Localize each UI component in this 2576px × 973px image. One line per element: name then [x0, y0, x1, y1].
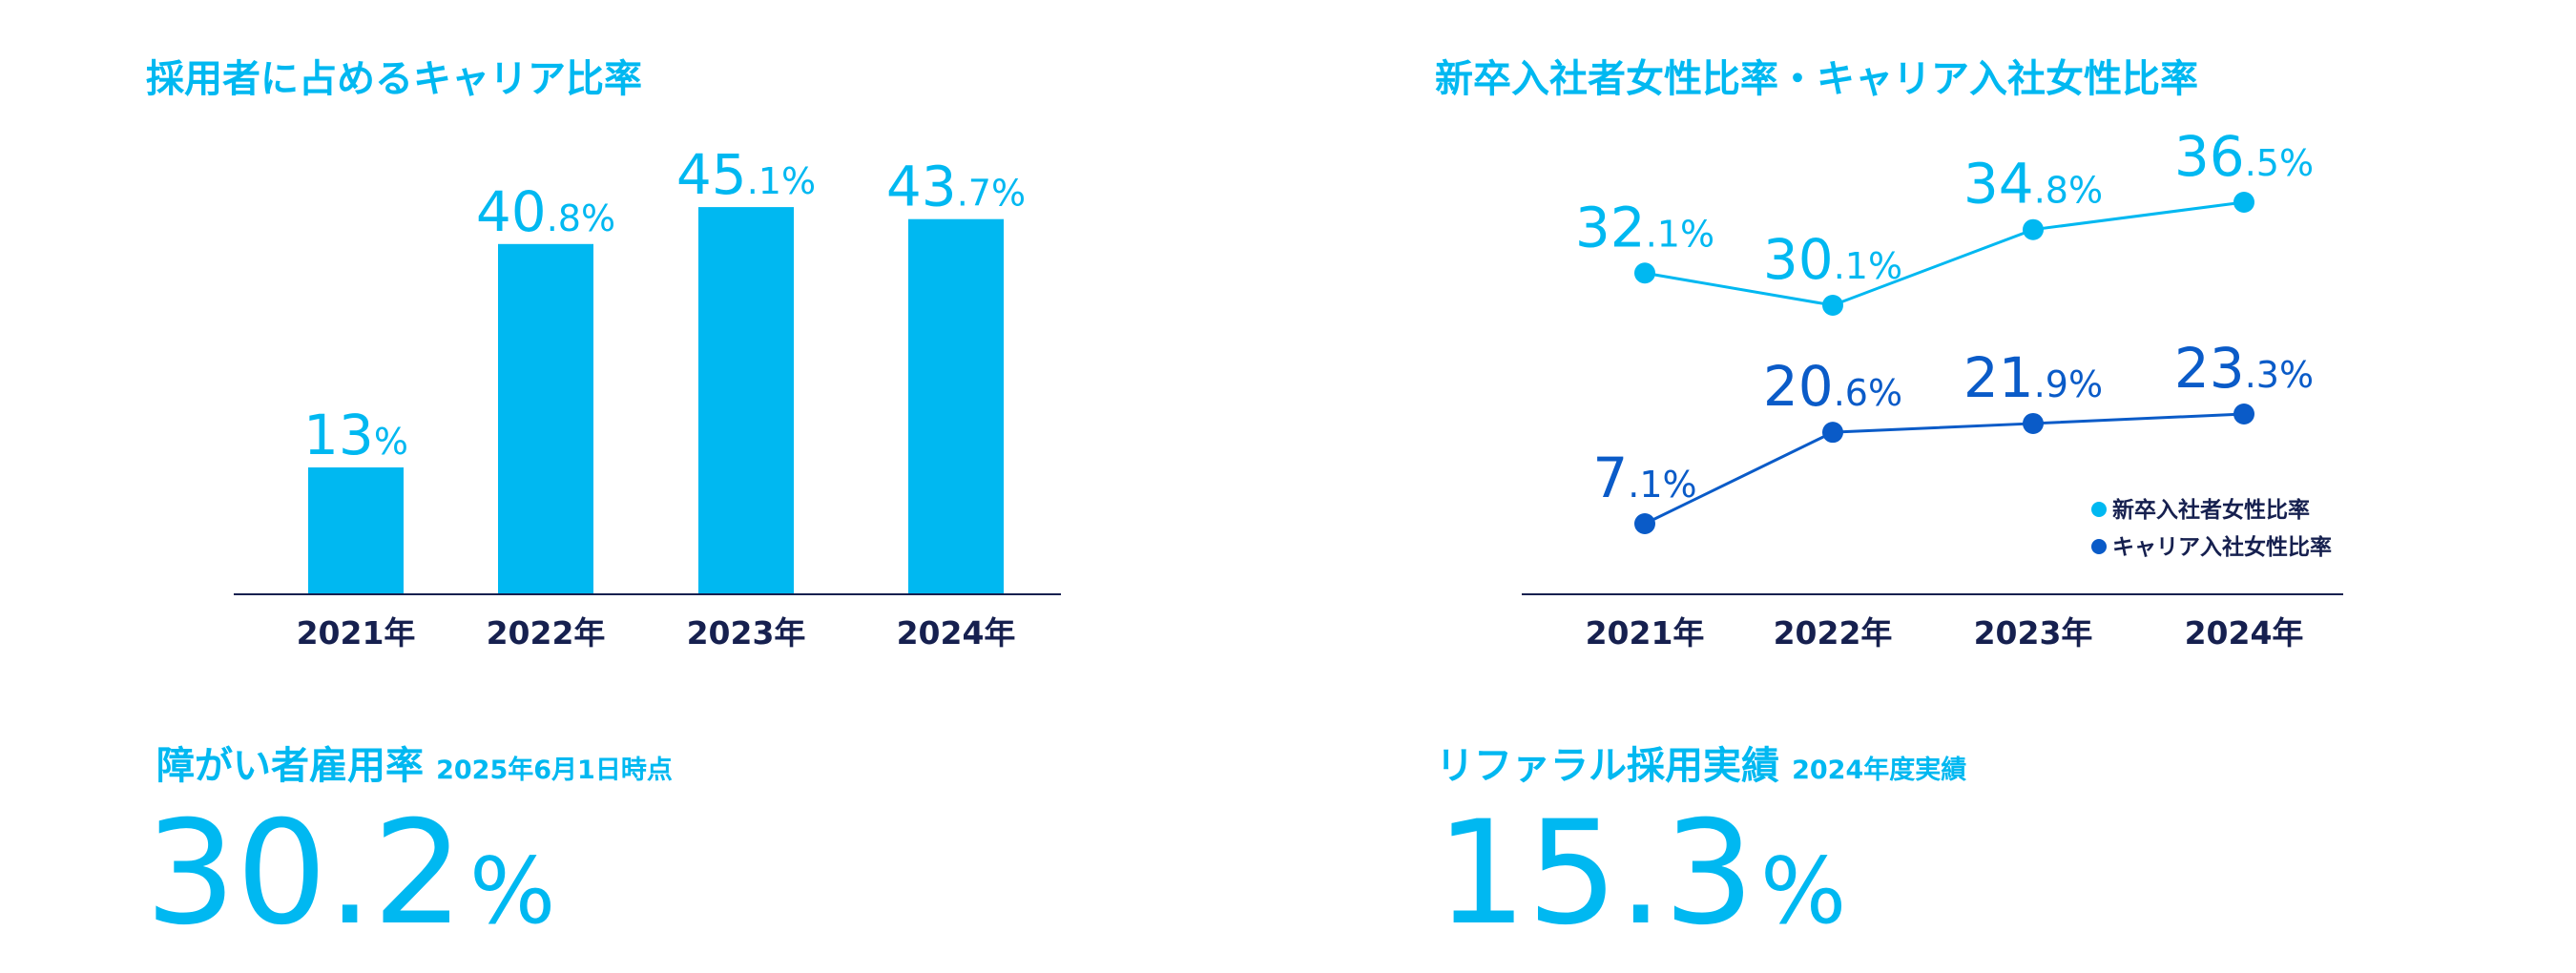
- bar-value-label: 40.8%: [476, 179, 615, 244]
- point-value-label: 30.1%: [1763, 227, 1902, 292]
- point-value-label: 34.8%: [1963, 152, 2103, 217]
- point-value-label: 21.9%: [1963, 345, 2103, 410]
- point-value-label: 23.3%: [2174, 336, 2314, 401]
- data-point: [1634, 513, 1655, 534]
- value-integer: 32: [1575, 195, 1646, 259]
- value-integer: 45: [676, 142, 747, 207]
- x-tick-label: 2021年: [297, 614, 416, 652]
- value-decimal: .1%: [1646, 213, 1714, 255]
- disability-employment-stat: 障がい者雇用率 2025年6月1日時点 30.2%: [145, 744, 673, 957]
- stat-value-text: 15.3%: [1436, 791, 1846, 957]
- value-integer: 20: [1763, 354, 1834, 419]
- legend-label-new-grad: 新卒入社者女性比率: [2112, 497, 2310, 523]
- x-tick-label: 2023年: [687, 614, 806, 652]
- value-integer: 21: [1963, 345, 2034, 410]
- data-point: [2233, 192, 2254, 213]
- value-decimal: .5%: [2245, 142, 2314, 184]
- value-integer: 36: [2174, 124, 2245, 189]
- x-tick-label: 2021年: [1586, 614, 1705, 652]
- stat-note: 2025年6月1日時点: [436, 755, 673, 785]
- data-point: [1822, 295, 1843, 316]
- series-line: [1644, 200, 2245, 307]
- series-line: [1644, 412, 2245, 526]
- x-tick-label: 2023年: [1974, 614, 2093, 652]
- bar-2023年: [698, 207, 794, 594]
- value-integer: 40: [476, 179, 547, 244]
- stat-title: 障がい者雇用率: [156, 744, 424, 788]
- data-point: [2023, 412, 2044, 434]
- stat-value: 15.3: [1436, 791, 1755, 957]
- value-decimal: .7%: [957, 173, 1026, 215]
- value-decimal: .3%: [2245, 354, 2314, 396]
- stat-value: 30.2: [145, 791, 464, 957]
- value-decimal: .8%: [2034, 170, 2103, 212]
- legend-marker-career: [2091, 539, 2107, 554]
- stat-unit: %: [1760, 839, 1846, 944]
- stat-heading: 障がい者雇用率 2025年6月1日時点: [156, 744, 673, 788]
- x-tick-label: 2024年: [2185, 614, 2304, 652]
- bar-2021年: [308, 467, 404, 594]
- legend-label-career: キャリア入社女性比率: [2112, 534, 2332, 560]
- legend-marker-new-grad: [2091, 502, 2107, 517]
- value-decimal: .1%: [1628, 464, 1696, 506]
- career-ratio-bar-chart: 採用者に占めるキャリア比率 13% 40.8% 45.1% 43.7% 2021年 20…: [146, 57, 1061, 652]
- value-integer: 13: [303, 403, 374, 467]
- data-point: [1634, 262, 1655, 284]
- point-value-label: 32.1%: [1575, 195, 1714, 259]
- value-decimal: .8%: [547, 197, 615, 239]
- bar-value-label: 45.1%: [676, 142, 816, 207]
- stat-value-text: 30.2%: [145, 791, 555, 957]
- stat-title: リファラル採用実績: [1436, 744, 1779, 788]
- bar-2024年: [908, 218, 1004, 594]
- female-ratio-line-chart: 新卒入社者女性比率・キャリア入社女性比率 32.1% 30.1%34.8%36.5…: [1435, 57, 2343, 652]
- value-decimal: .1%: [1834, 245, 1902, 287]
- value-decimal: .1%: [747, 160, 816, 202]
- stat-heading: リファラル採用実績 2024年度実績: [1436, 744, 1966, 788]
- bar-value-label: 43.7%: [886, 155, 1026, 219]
- value-integer: 43: [886, 155, 957, 219]
- x-tick-label: 2022年: [487, 614, 606, 652]
- value-integer: 23: [2174, 336, 2245, 401]
- referral-hiring-stat: リファラル採用実績 2024年度実績 15.3%: [1436, 744, 1966, 957]
- value-decimal: .6%: [1834, 372, 1902, 414]
- stat-note: 2024年度実績: [1792, 755, 1966, 785]
- legend: 新卒入社者女性比率 キャリア入社女性比率: [2091, 497, 2332, 560]
- point-value-label: 20.6%: [1763, 354, 1902, 419]
- point-value-label: 36.5%: [2174, 124, 2314, 189]
- data-point: [2233, 404, 2254, 424]
- value-decimal: %: [374, 421, 408, 463]
- data-point: [2023, 218, 2044, 240]
- x-tick-label: 2022年: [1774, 614, 1893, 652]
- value-decimal: .9%: [2034, 363, 2103, 405]
- bar-chart-title: 採用者に占めるキャリア比率: [146, 57, 642, 101]
- bar-value-label: 13%: [303, 403, 408, 467]
- value-integer: 7: [1592, 445, 1628, 510]
- x-tick-label: 2024年: [897, 614, 1016, 652]
- value-integer: 30: [1763, 227, 1834, 292]
- point-value-label: 7.1%: [1592, 445, 1696, 510]
- stat-unit: %: [469, 839, 555, 944]
- bar-2022年: [498, 243, 593, 595]
- value-integer: 34: [1963, 152, 2034, 217]
- line-chart-title: 新卒入社者女性比率・キャリア入社女性比率: [1435, 57, 2198, 101]
- data-point: [1822, 422, 1843, 444]
